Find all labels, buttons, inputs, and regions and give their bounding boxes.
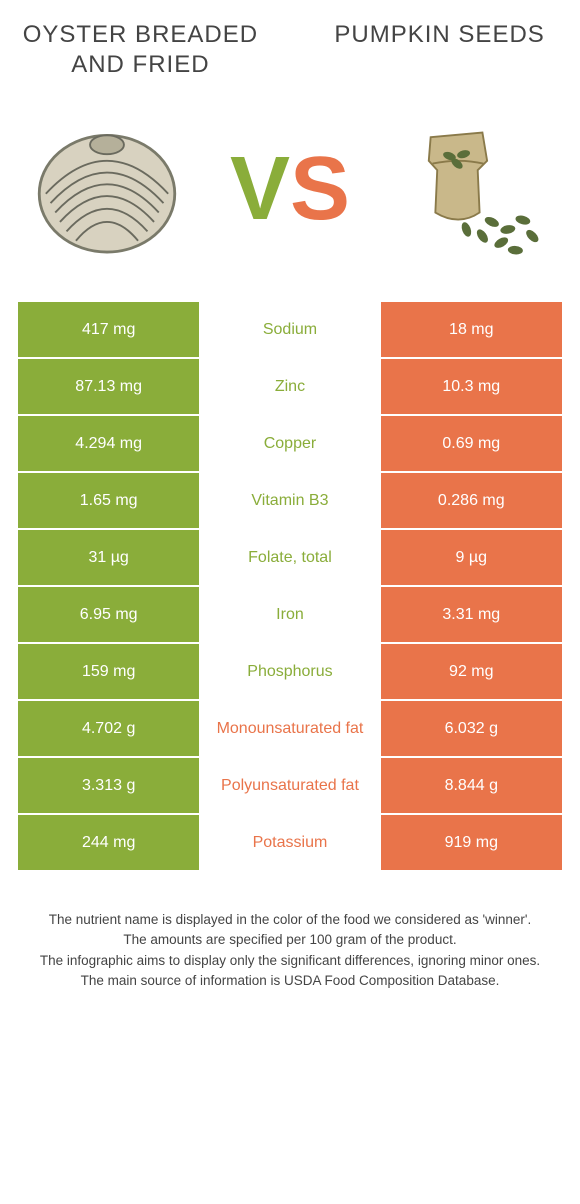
cell-left: 87.13 mg [18,359,199,414]
table-row: 244 mgPotassium919 mg [18,815,562,870]
cell-nutrient: Phosphorus [199,644,380,699]
cell-nutrient: Monounsaturated fat [199,701,380,756]
footer-line-2: The amounts are specified per 100 gram o… [24,930,556,950]
table-row: 4.294 mgCopper0.69 mg [18,416,562,471]
header-left: OYSTER BREADED AND FRIED [18,20,263,80]
header: OYSTER BREADED AND FRIED PUMPKIN SEEDS [18,20,562,80]
footer-line-3: The infographic aims to display only the… [24,951,556,971]
footer-line-1: The nutrient name is displayed in the co… [24,910,556,930]
cell-right: 9 µg [381,530,562,585]
cell-left: 159 mg [18,644,199,699]
cell-right: 0.69 mg [381,416,562,471]
cell-right: 0.286 mg [381,473,562,528]
cell-left: 244 mg [18,815,199,870]
cell-nutrient: Potassium [199,815,380,870]
cell-left: 3.313 g [18,758,199,813]
vs-label: VS [230,138,350,241]
footer-line-4: The main source of information is USDA F… [24,971,556,991]
cell-right: 18 mg [381,302,562,357]
comparison-table: 417 mgSodium18 mg87.13 mgZinc10.3 mg4.29… [18,302,562,870]
cell-left: 6.95 mg [18,587,199,642]
table-row: 6.95 mgIron3.31 mg [18,587,562,642]
cell-left: 4.702 g [18,701,199,756]
vs-s: S [290,138,350,241]
cell-nutrient: Sodium [199,302,380,357]
cell-nutrient: Folate, total [199,530,380,585]
cell-right: 92 mg [381,644,562,699]
cell-left: 31 µg [18,530,199,585]
oyster-image [22,104,192,274]
vs-v: V [230,138,290,241]
cell-right: 6.032 g [381,701,562,756]
cell-right: 3.31 mg [381,587,562,642]
cell-right: 10.3 mg [381,359,562,414]
cell-nutrient: Vitamin B3 [199,473,380,528]
table-row: 87.13 mgZinc10.3 mg [18,359,562,414]
table-row: 31 µgFolate, total9 µg [18,530,562,585]
cell-right: 8.844 g [381,758,562,813]
cell-nutrient: Zinc [199,359,380,414]
footer: The nutrient name is displayed in the co… [18,910,562,991]
table-row: 3.313 gPolyunsaturated fat8.844 g [18,758,562,813]
cell-left: 417 mg [18,302,199,357]
table-row: 4.702 gMonounsaturated fat6.032 g [18,701,562,756]
seeds-image [388,104,558,274]
cell-nutrient: Polyunsaturated fat [199,758,380,813]
table-row: 417 mgSodium18 mg [18,302,562,357]
cell-left: 4.294 mg [18,416,199,471]
table-row: 1.65 mgVitamin B30.286 mg [18,473,562,528]
cell-left: 1.65 mg [18,473,199,528]
header-right: PUMPKIN SEEDS [317,20,562,80]
images-row: VS [18,104,562,274]
cell-nutrient: Copper [199,416,380,471]
cell-right: 919 mg [381,815,562,870]
table-row: 159 mgPhosphorus92 mg [18,644,562,699]
cell-nutrient: Iron [199,587,380,642]
